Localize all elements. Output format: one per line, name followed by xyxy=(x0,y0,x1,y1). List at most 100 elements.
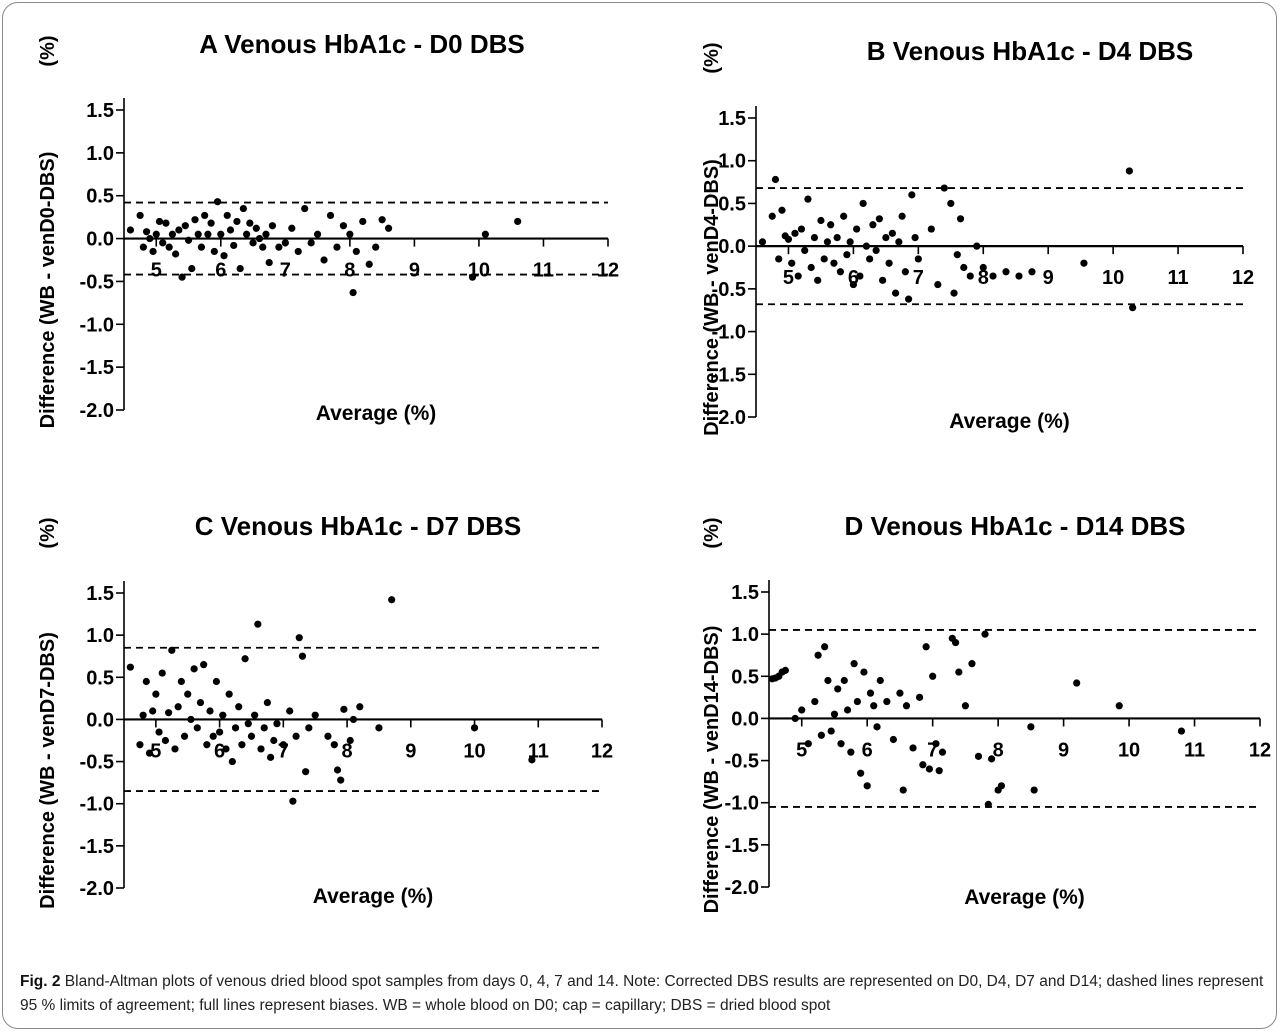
y-tick-label: -1.5 xyxy=(725,835,759,857)
data-point xyxy=(188,265,195,272)
y-tick-label: -2.0 xyxy=(725,877,759,899)
data-point xyxy=(886,260,893,267)
data-point xyxy=(208,220,215,227)
data-point xyxy=(818,732,825,739)
data-point xyxy=(213,678,220,685)
data-point xyxy=(876,215,883,222)
data-point xyxy=(798,706,805,713)
data-point xyxy=(863,243,870,250)
y-tick-label: 1.0 xyxy=(731,624,759,646)
data-point xyxy=(246,220,253,227)
data-point xyxy=(372,244,379,251)
y-axis-unit: (%) xyxy=(37,35,59,66)
data-point xyxy=(333,244,340,251)
data-point xyxy=(171,745,178,752)
data-point xyxy=(201,212,208,219)
data-point xyxy=(857,770,864,777)
data-point xyxy=(1031,786,1038,793)
data-point xyxy=(854,698,861,705)
data-point xyxy=(775,255,782,262)
y-tick-label: 0.0 xyxy=(86,709,114,731)
data-point xyxy=(140,712,147,719)
x-tick-label: 5 xyxy=(151,260,162,282)
data-point xyxy=(469,274,476,281)
data-point xyxy=(162,220,169,227)
data-point xyxy=(388,596,395,603)
data-point xyxy=(915,255,922,262)
data-point xyxy=(831,711,838,718)
data-point xyxy=(155,728,162,735)
data-point xyxy=(269,222,276,229)
data-point xyxy=(1178,727,1185,734)
y-tick-label: 1.5 xyxy=(86,100,114,122)
data-point xyxy=(184,691,191,698)
data-point xyxy=(222,745,229,752)
y-tick-label: 1.0 xyxy=(86,625,114,647)
data-point xyxy=(896,690,903,697)
data-point xyxy=(156,218,163,225)
data-point xyxy=(198,244,205,251)
data-point xyxy=(856,272,863,279)
data-point xyxy=(870,702,877,709)
data-point xyxy=(882,234,889,241)
data-point xyxy=(220,252,227,259)
y-axis-unit: (%) xyxy=(701,42,723,73)
data-point xyxy=(828,727,835,734)
data-point xyxy=(954,251,961,258)
plot-1: B Venous HbA1c - D4 DBSDifference (WB - … xyxy=(701,36,1254,436)
data-point xyxy=(923,643,930,650)
data-point xyxy=(320,256,327,263)
data-point xyxy=(528,756,535,763)
x-tick-label: 9 xyxy=(405,740,416,762)
data-point xyxy=(514,218,521,225)
data-point xyxy=(759,238,766,245)
data-point xyxy=(314,231,321,238)
data-point xyxy=(926,765,933,772)
data-point xyxy=(337,777,344,784)
data-point xyxy=(162,737,169,744)
data-point xyxy=(347,737,354,744)
data-point xyxy=(219,712,226,719)
x-tick-label: 10 xyxy=(463,740,485,762)
data-point xyxy=(853,225,860,232)
data-point xyxy=(785,236,792,243)
data-point xyxy=(909,744,916,751)
figure-caption: Fig. 2 Bland-Altman plots of venous drie… xyxy=(20,970,1265,1018)
x-tick-label: 8 xyxy=(344,260,355,282)
data-point xyxy=(821,643,828,650)
data-point xyxy=(187,716,194,723)
data-point xyxy=(168,647,175,654)
data-point xyxy=(149,707,156,714)
x-tick-label: 7 xyxy=(280,260,291,282)
data-point xyxy=(140,244,147,251)
data-point xyxy=(334,766,341,773)
data-point xyxy=(227,226,234,233)
y-tick-label: -2.0 xyxy=(712,407,746,429)
plot-title: A Venous HbA1c - D0 DBS xyxy=(199,29,525,59)
data-point xyxy=(366,261,373,268)
data-point xyxy=(980,264,987,271)
x-tick-label: 12 xyxy=(1232,267,1254,289)
x-axis-label: Average (%) xyxy=(949,410,1070,433)
data-point xyxy=(968,660,975,667)
data-point xyxy=(385,225,392,232)
data-point xyxy=(324,733,331,740)
data-point xyxy=(191,665,198,672)
y-tick-label: -1.5 xyxy=(712,364,746,386)
x-tick-label: 12 xyxy=(1249,739,1271,761)
data-point xyxy=(834,234,841,241)
x-axis-label: Average (%) xyxy=(316,402,437,425)
data-point xyxy=(275,244,282,251)
x-tick-label: 5 xyxy=(783,267,794,289)
data-point xyxy=(248,733,255,740)
data-point xyxy=(939,749,946,756)
data-point xyxy=(204,231,211,238)
y-tick-label: -1.5 xyxy=(80,357,114,379)
data-point xyxy=(1129,304,1136,311)
data-point xyxy=(892,290,899,297)
data-point xyxy=(1028,268,1035,275)
data-point xyxy=(919,761,926,768)
data-point xyxy=(211,248,218,255)
data-point xyxy=(232,724,239,731)
x-tick-label: 11 xyxy=(533,260,554,282)
